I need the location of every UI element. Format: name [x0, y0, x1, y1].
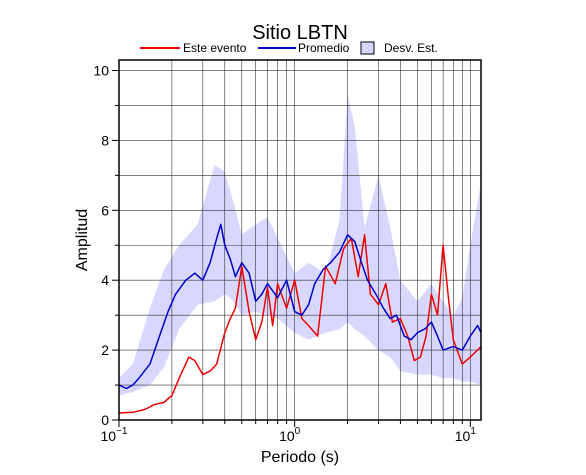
y-axis-label: Amplitud: [74, 209, 91, 271]
x-axis-label: Periodo (s): [261, 449, 339, 466]
series-line-promedio: [118, 223, 482, 390]
plot-frame: [118, 59, 482, 421]
legend-label-promedio: Promedio: [298, 41, 350, 55]
y-tick-label: 6: [101, 202, 109, 218]
legend-label-desv-est: Desv. Est.: [384, 41, 438, 55]
legend-swatch-desv-est: [360, 41, 375, 55]
y-tick-label: 0: [101, 412, 109, 428]
std-dev-band: [119, 95, 481, 396]
plot-area: [118, 60, 482, 420]
x-tick-label: 100: [279, 426, 301, 444]
series-line-este-evento: [118, 234, 482, 414]
legend-label-este-evento: Este evento: [183, 41, 247, 55]
x-tick-label: 10−1: [101, 426, 128, 444]
y-tick-label: 2: [101, 342, 109, 358]
y-tick-label: 4: [101, 272, 109, 288]
chart-title: Sitio LBTN: [252, 22, 348, 44]
axes: 0 2 4 6 8 10 10−1 100 101: [93, 59, 482, 444]
chart-legend: Este evento Promedio Desv. Est.: [140, 41, 438, 55]
y-tick-label: 10: [93, 62, 109, 78]
y-tick-label: 8: [101, 132, 109, 148]
x-tick-label: 101: [455, 426, 477, 444]
